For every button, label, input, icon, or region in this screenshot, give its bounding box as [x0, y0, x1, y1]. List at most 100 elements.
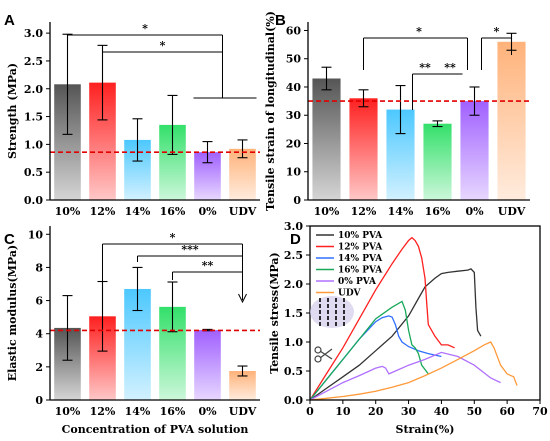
- error-bar: [237, 365, 248, 377]
- chart-layer: 0.0 0.5 1.0 1.5 2.0 2.5 3.0 10% 12% 14% 16% 0% UDV St…: [6, 11, 548, 436]
- y-tick-label: 8: [35, 261, 43, 274]
- legend-label: 10% PVA: [338, 231, 383, 241]
- x-tick-label: 16%: [160, 405, 186, 418]
- x-tick-label: 50: [467, 405, 483, 418]
- y-tick-label: 0.5: [24, 166, 43, 179]
- panel-c-label: C: [4, 231, 15, 248]
- significance-bracket: [363, 37, 468, 70]
- error-bar: [432, 120, 443, 128]
- panel-a-plot: 0.0 0.5 1.0 1.5 2.0 2.5 3.0 10% 12% 14% 16% 0% UDV St…: [6, 22, 260, 218]
- scissors-handle: [314, 355, 322, 363]
- scissors-blade: [319, 350, 333, 360]
- specimen-shape: [310, 296, 354, 328]
- y-tick-label: 2.0: [284, 278, 303, 291]
- x-tick-label: 16%: [425, 205, 451, 218]
- y-tick-label: 2.5: [24, 55, 43, 68]
- y-tick-label: 3.0: [284, 220, 303, 233]
- y-tick-label: 0: [293, 194, 301, 207]
- y-tick-label: 6: [35, 295, 43, 308]
- error-bar: [358, 89, 369, 108]
- bar-udv: [497, 41, 526, 201]
- legend-label: 16% PVA: [338, 266, 383, 276]
- x-tick-label: 12%: [90, 405, 116, 418]
- legend-label: 12% PVA: [338, 243, 383, 253]
- y-tick-label: 2: [35, 361, 43, 374]
- y-tick-label: 1.5: [284, 307, 303, 320]
- y-axis-title: Tensile strain of longitudinal(%): [264, 11, 277, 211]
- x-tick-label: 20: [368, 405, 384, 418]
- y-tick-label: 0.0: [284, 394, 303, 407]
- significance-bracket: [412, 73, 438, 110]
- y-tick-label: 2.5: [284, 249, 303, 262]
- x-tick-label: 10%: [55, 405, 81, 418]
- legend-label: UDV: [338, 289, 361, 299]
- x-axis-title: Concentration of PVA solution: [62, 423, 249, 436]
- significance-bracket: [481, 37, 512, 70]
- panel-a: A: [4, 12, 15, 29]
- significance-bracket: [102, 51, 223, 60]
- error-bar: [167, 281, 178, 333]
- x-tick-label: 30: [401, 405, 417, 418]
- x-tick-label: 0: [306, 405, 314, 418]
- y-tick-label: 50: [286, 53, 302, 66]
- y-tick-label: 20: [286, 137, 302, 150]
- y-tick-label: 60: [286, 24, 302, 37]
- x-tick-label: UDV: [229, 205, 257, 218]
- error-bar: [132, 266, 143, 312]
- error-bar: [237, 139, 248, 159]
- y-tick-label: 0.5: [284, 365, 303, 378]
- y-tick-label: 2.0: [24, 83, 43, 96]
- series-line-12pva: [309, 236, 455, 401]
- significance-bracket: [67, 34, 223, 46]
- x-tick-label: 0%: [198, 405, 217, 418]
- y-tick-label: 1.0: [24, 138, 43, 151]
- significance-label: ***: [181, 243, 199, 256]
- scissors-blade: [319, 348, 333, 359]
- x-tick-label: 40: [434, 405, 450, 418]
- y-axis-title: Strength (MPa): [6, 63, 19, 159]
- error-bar: [167, 94, 178, 155]
- panel-b: B: [275, 12, 286, 29]
- x-tick-label: UDV: [229, 405, 257, 418]
- x-tick-label: 12%: [90, 205, 116, 218]
- x-tick-label: 14%: [388, 205, 414, 218]
- y-tick-label: 10: [28, 228, 44, 241]
- significance-label: **: [202, 259, 214, 272]
- bar-0pct: [460, 101, 489, 200]
- y-tick-label: 3.0: [24, 27, 43, 40]
- bar-16pct: [423, 123, 452, 200]
- bar-12pct: [349, 98, 378, 200]
- legend-label: 0% PVA: [338, 277, 377, 287]
- error-bar: [62, 33, 73, 135]
- significance-bracket: [102, 243, 243, 312]
- y-tick-label: 30: [286, 109, 302, 122]
- panel-d-plot: 0 10 20 30 40 50 60 70 0.0 0.5 1.0 1.5 2.0 2.5 3.0 Stra…: [268, 220, 548, 436]
- legend-label: 14% PVA: [338, 254, 383, 264]
- error-bar: [132, 118, 143, 162]
- y-tick-label: 10: [286, 166, 302, 179]
- x-tick-label: 70: [532, 405, 548, 418]
- bar-0pct: [194, 330, 221, 400]
- y-axis-title: Elastic modulus(MPa): [6, 245, 19, 381]
- y-tick-label: 40: [286, 81, 302, 94]
- significance-label: *: [416, 25, 422, 38]
- y-axis-title: Tensile stress(MPa): [268, 252, 281, 373]
- series-line-10pva: [309, 268, 482, 401]
- significance-label: **: [419, 61, 431, 74]
- error-bar: [321, 66, 332, 91]
- x-tick-label: 12%: [351, 205, 377, 218]
- x-tick-label: 10%: [314, 205, 340, 218]
- scissors-icon: [314, 346, 333, 363]
- x-tick-label: 10%: [55, 205, 81, 218]
- x-tick-label: 60: [499, 405, 515, 418]
- significance-bracket: [172, 271, 243, 280]
- significance-label: *: [494, 25, 500, 38]
- y-tick-label: 4: [35, 328, 43, 341]
- x-tick-label: 0%: [198, 205, 217, 218]
- specimen-illustration: [310, 296, 354, 363]
- series-line-16pva: [309, 300, 429, 401]
- series-line-udv: [309, 341, 518, 401]
- panel-c: C: [4, 231, 15, 248]
